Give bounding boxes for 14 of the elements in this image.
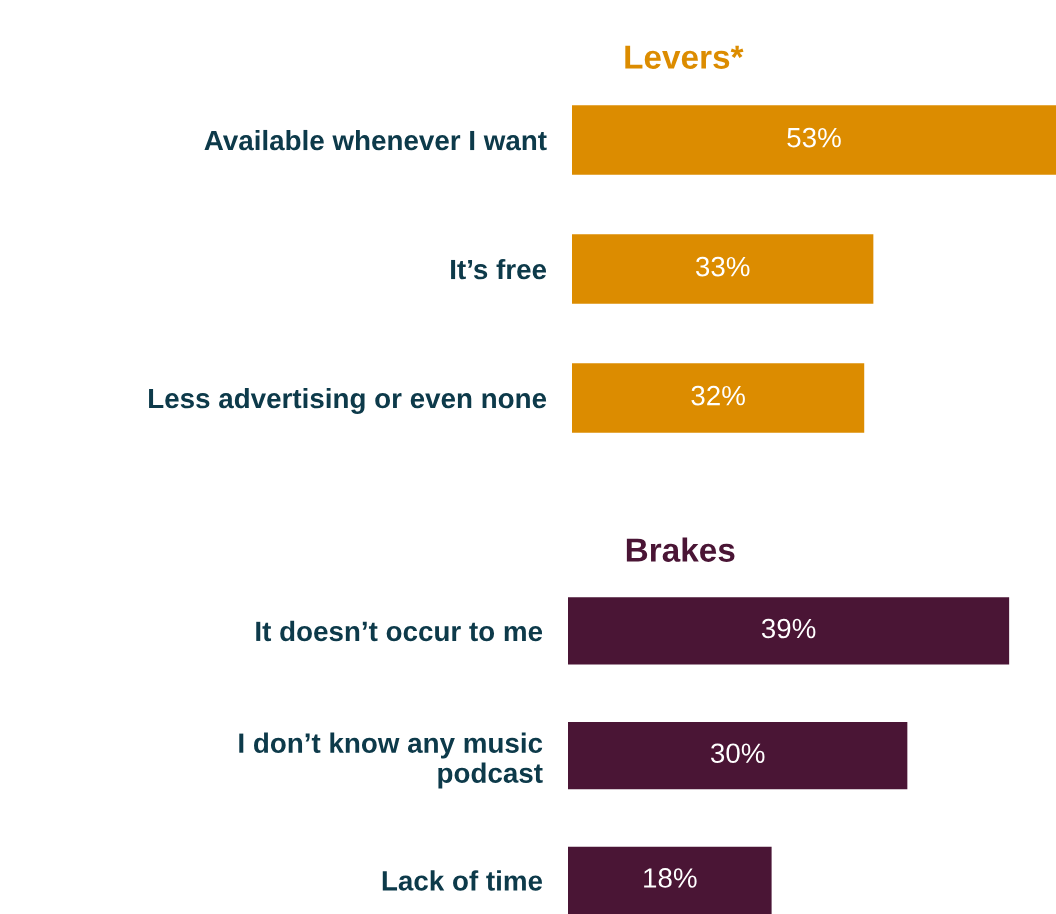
data-label: 53%	[787, 127, 841, 148]
y-tick-label: Less advertising or even none	[149, 387, 547, 414]
data-label: 39%	[761, 618, 816, 639]
chart-title: Levers*	[625, 45, 744, 69]
data-label: 32%	[691, 385, 745, 406]
data-label: 30%	[710, 743, 765, 764]
data-label: 33%	[695, 256, 750, 277]
y-tick-label: It’s free	[451, 258, 547, 280]
y-tick-label: I don’t know any music podcast	[239, 732, 543, 789]
y-tick-label: It doesn’t occur to me	[256, 620, 543, 642]
y-tick-label: Available whenever I want	[204, 129, 547, 151]
chart-title: Brakes	[626, 537, 735, 562]
y-tick-label: Lack of time	[382, 870, 543, 891]
data-label: 18%	[644, 868, 697, 888]
